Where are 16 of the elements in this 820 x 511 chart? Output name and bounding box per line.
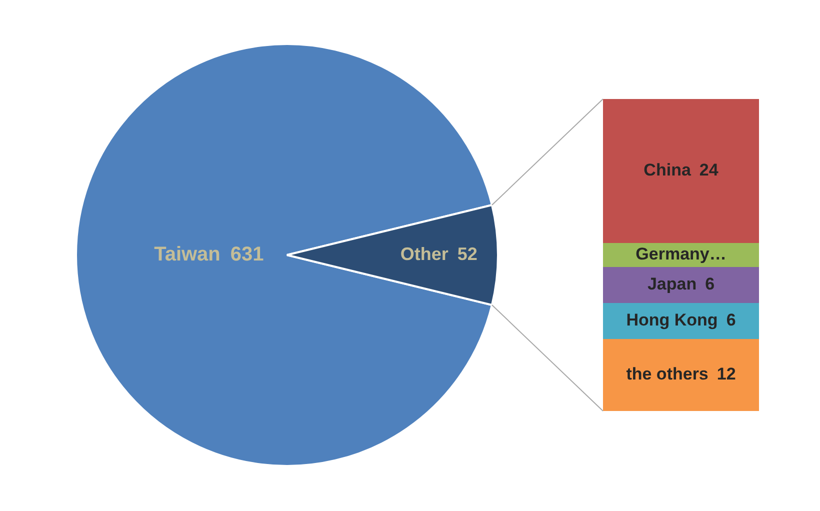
series-label: Germany… (636, 244, 726, 264)
data-label: 12 (716, 364, 736, 384)
series-label: Hong Kong (626, 310, 718, 330)
series-label: Japan (647, 274, 697, 294)
slice-label: Taiwan (154, 244, 220, 266)
data-label: 631 (230, 244, 264, 266)
data-label: 6 (726, 310, 736, 330)
slice-label: Other (400, 244, 448, 264)
bar (603, 267, 759, 303)
data-label: 52 (457, 244, 478, 264)
bar (603, 99, 759, 243)
data-label: 6 (705, 274, 715, 294)
series-label: the others (626, 364, 708, 384)
bar (603, 339, 759, 411)
data-label: 24 (699, 160, 719, 180)
series-label: China (644, 160, 692, 180)
